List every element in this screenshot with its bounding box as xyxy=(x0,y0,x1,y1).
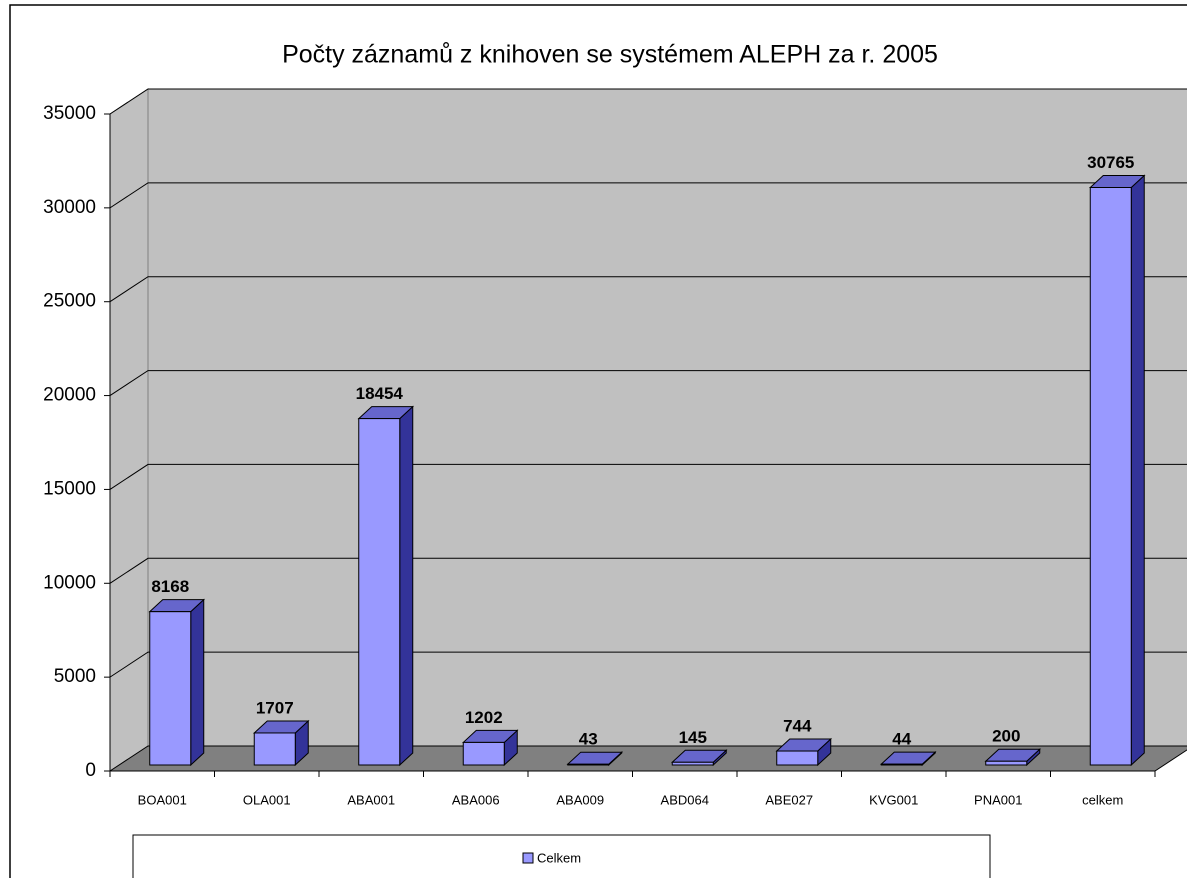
bar xyxy=(671,761,714,766)
bar xyxy=(358,418,401,766)
chart-title: Počty záznamů z knihoven se systémem ALE… xyxy=(282,41,938,69)
bar-side xyxy=(399,405,414,767)
data-label: 1202 xyxy=(465,708,503,727)
data-label: 200 xyxy=(992,727,1020,746)
y-tick-label: 15000 xyxy=(43,478,96,499)
bar xyxy=(462,741,505,766)
y-tick-label: 25000 xyxy=(43,291,96,312)
side-wall xyxy=(109,88,149,772)
data-label: 8168 xyxy=(151,577,189,596)
data-label: 744 xyxy=(783,717,812,736)
grid-line xyxy=(109,276,1187,303)
x-tick-label: ABA001 xyxy=(347,792,395,807)
bar xyxy=(149,611,192,766)
x-tick-label: OLA001 xyxy=(243,792,291,807)
x-tick-label: celkem xyxy=(1082,792,1123,807)
x-tick-label: ABA006 xyxy=(452,792,500,807)
y-tick-label: 10000 xyxy=(43,572,96,593)
data-label: 1707 xyxy=(256,698,294,717)
data-label: 43 xyxy=(579,730,598,749)
y-tick-label: 30000 xyxy=(43,197,96,218)
plot-area: 0 5000 10000 15000 20000 25000 30000 35000 BOA00… xyxy=(43,88,1187,807)
bar xyxy=(880,763,923,766)
bar-side xyxy=(190,598,205,767)
grid-line xyxy=(109,370,1187,396)
bar xyxy=(567,763,610,766)
back-wall xyxy=(147,88,1187,747)
legend-swatch xyxy=(522,852,534,864)
y-tick-label: 5000 xyxy=(54,666,96,687)
y-tick-label: 0 xyxy=(85,760,96,781)
y-tick-label: 35000 xyxy=(43,103,96,124)
bar xyxy=(776,750,819,766)
data-label: 18454 xyxy=(356,384,404,403)
grid-line xyxy=(109,88,1187,115)
grid-line xyxy=(109,557,1187,584)
chart-border xyxy=(9,4,1187,878)
grid-line xyxy=(109,651,1187,678)
bar xyxy=(985,760,1028,766)
x-tick-label: PNA001 xyxy=(974,792,1022,807)
x-tick-label: ABA009 xyxy=(556,792,604,807)
bar xyxy=(1089,186,1132,766)
data-label: 44 xyxy=(892,730,911,749)
legend-label: Celkem xyxy=(537,850,581,865)
data-label: 145 xyxy=(679,728,707,747)
x-tick-label: ABE027 xyxy=(765,792,813,807)
bar-side xyxy=(1130,174,1145,767)
grid-line xyxy=(109,463,1187,490)
x-tick-label: KVG001 xyxy=(869,792,918,807)
bar xyxy=(253,732,296,766)
x-tick-label: ABD064 xyxy=(661,792,709,807)
y-tick-label: 20000 xyxy=(43,385,96,406)
data-label: 30765 xyxy=(1087,153,1134,172)
x-tick-label: BOA001 xyxy=(138,792,187,807)
legend xyxy=(132,834,991,883)
grid-line xyxy=(109,182,1187,209)
